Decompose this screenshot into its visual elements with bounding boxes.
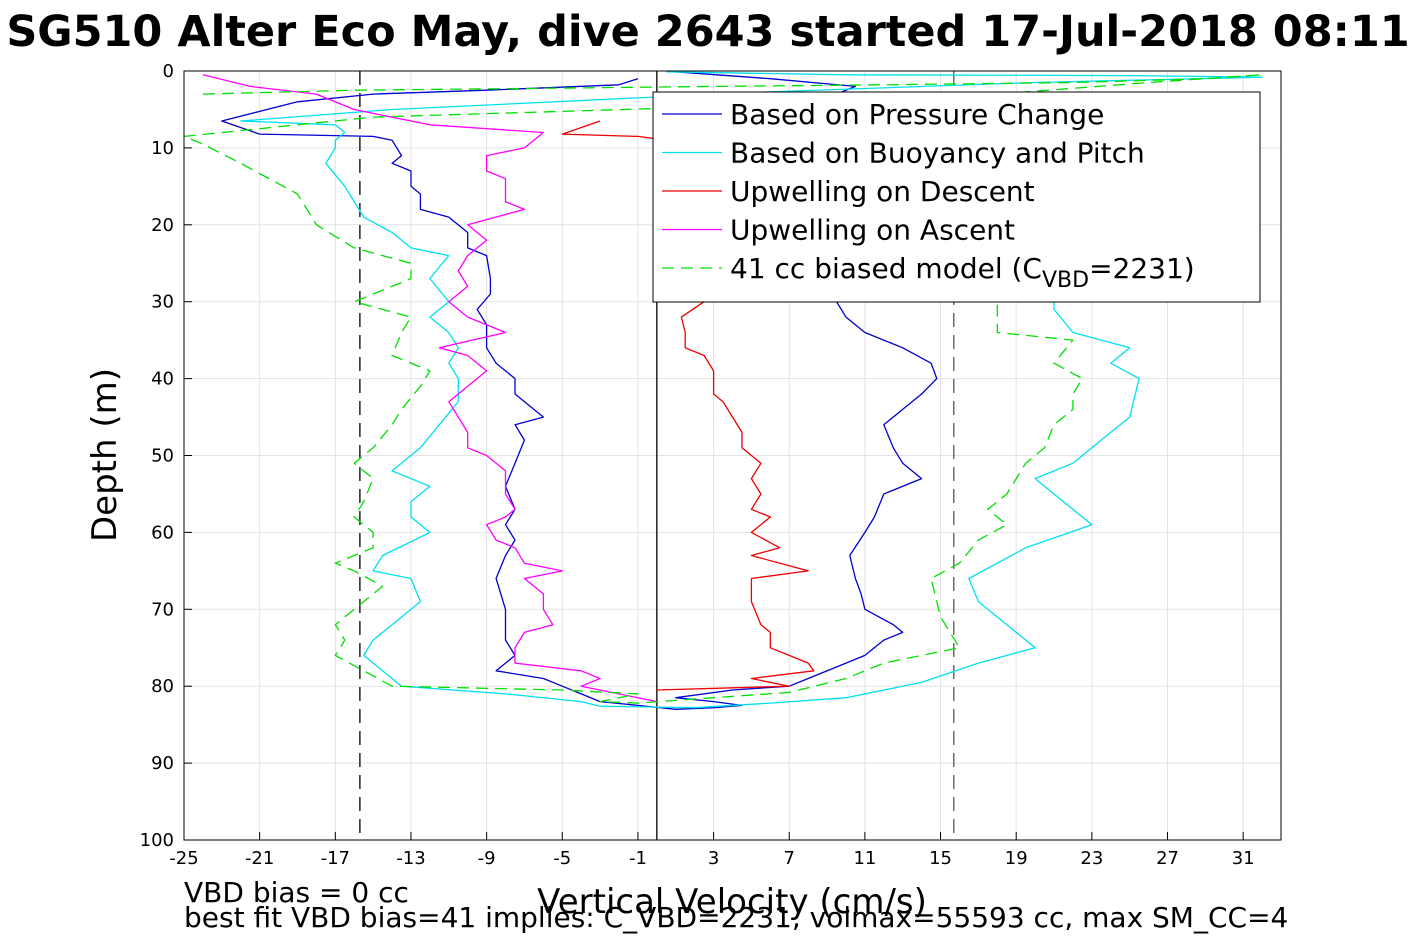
x-tick-label: 7 xyxy=(784,848,795,869)
x-tick-label: 11 xyxy=(853,848,876,869)
x-tick-label: -1 xyxy=(629,848,647,869)
x-tick-label: -5 xyxy=(553,848,571,869)
y-axis-label: Depth (m) xyxy=(85,368,125,542)
series-line-5 xyxy=(184,74,1263,704)
series-line-2 xyxy=(240,71,1263,709)
x-tick-label: -25 xyxy=(169,848,198,869)
series-line-3 xyxy=(561,120,815,691)
y-tick-label: 90 xyxy=(151,753,174,774)
series-group xyxy=(184,71,1263,710)
y-tick-label: 60 xyxy=(151,522,174,543)
x-tick-label: -21 xyxy=(245,848,274,869)
x-axis-ticks: -25 -21 -17 -13 -9 -5 -1 3 7 11 15 19 23 27 31 xyxy=(169,832,1255,869)
y-axis-ticks: 0 10 20 30 40 50 60 70 80 90 100 xyxy=(140,61,192,851)
y-tick-label: 0 xyxy=(163,61,174,82)
x-tick-label: 15 xyxy=(929,848,952,869)
legend-label: Based on Buoyancy and Pitch xyxy=(730,137,1145,170)
x-tick-label: 3 xyxy=(708,848,719,869)
y-tick-label: 30 xyxy=(151,292,174,313)
x-tick-label: -9 xyxy=(478,848,496,869)
chart-title: SG510 Alter Eco May, dive 2643 started 1… xyxy=(6,7,1409,57)
y-tick-label: 40 xyxy=(151,369,174,390)
series-line-4 xyxy=(202,74,657,703)
y-tick-label: 10 xyxy=(151,138,174,159)
x-tick-label: 27 xyxy=(1156,848,1179,869)
x-tick-label: 19 xyxy=(1005,848,1028,869)
y-tick-label: 50 xyxy=(151,446,174,467)
x-tick-label: 23 xyxy=(1080,848,1103,869)
legend-box xyxy=(652,91,1261,303)
x-tick-label: -17 xyxy=(321,848,350,869)
x-tick-label: -13 xyxy=(396,848,425,869)
x-tick-label: 31 xyxy=(1232,848,1255,869)
legend-label: Based on Pressure Change xyxy=(730,98,1104,131)
y-tick-label: 20 xyxy=(151,215,174,236)
legend-label: Upwelling on Ascent xyxy=(730,214,1015,247)
legend-label: 41 cc biased model (CVBD=2231) xyxy=(730,252,1195,293)
y-tick-label: 80 xyxy=(151,676,174,697)
legend: Based on Pressure Change Based on Buoyanc… xyxy=(652,91,1261,303)
vbd-bias-note: VBD bias = 0 cc xyxy=(184,876,409,909)
series-line-1 xyxy=(221,71,938,710)
y-tick-label: 100 xyxy=(140,830,174,851)
x-axis-label: Vertical Velocity (cm/s) xyxy=(537,882,927,922)
best-fit-note: best fit VBD bias=41 implies: C_VBD=2231… xyxy=(184,901,1289,934)
y-tick-label: 70 xyxy=(151,599,174,620)
legend-label: Upwelling on Descent xyxy=(730,175,1035,208)
